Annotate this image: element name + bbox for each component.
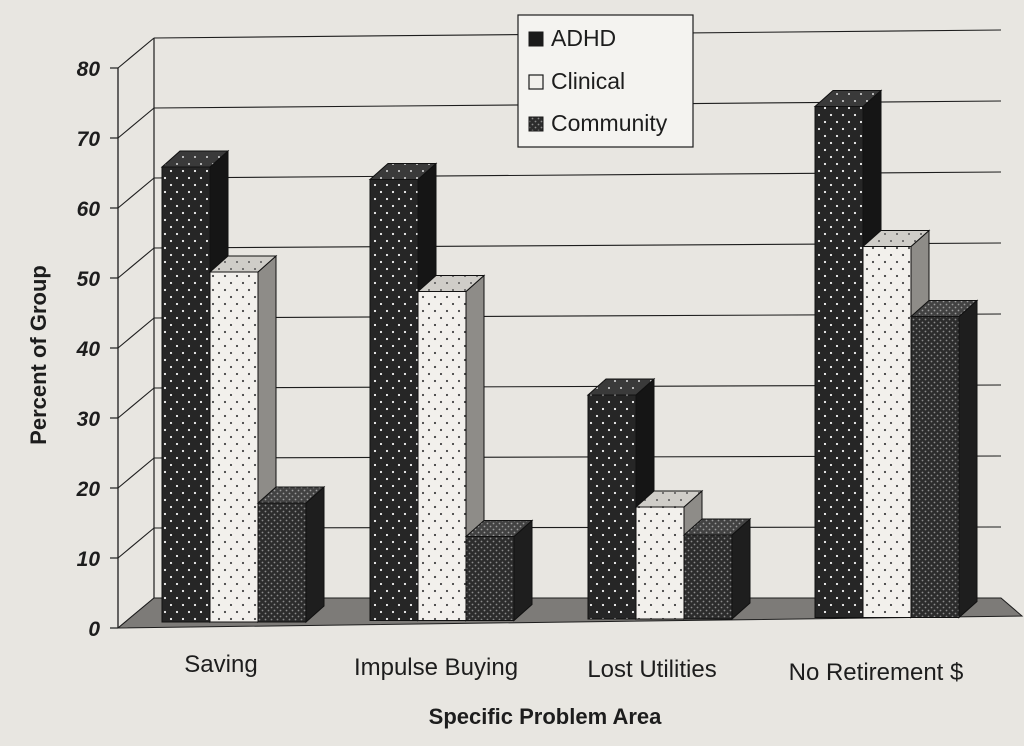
legend-swatch-community [528,116,544,132]
y-tick-label: 30 [77,408,101,431]
grid-line-side [117,527,155,559]
y-tick-label: 10 [77,548,101,571]
grid-line-side [117,457,155,489]
legend-label-clinical: Clinical [551,68,625,94]
grid-line-side [117,37,155,69]
legend-swatch-clinical [528,74,544,90]
y-tick-label: 20 [76,478,101,501]
grid-line-side [117,317,155,349]
y-axis [110,67,119,629]
y-tick-label: 0 [88,618,100,641]
floor-plane [116,597,1024,629]
x-axis-title: Specific Problem Area [429,704,662,729]
bar-community [682,517,752,621]
legend-label-adhd: ADHD [551,25,616,51]
legend-label-community: Community [551,110,668,136]
grid-line-side [117,107,155,139]
x-category-labels: Saving Impulse Buying Lost Utilities No … [184,651,963,686]
y-tick-labels: 0 10 20 30 40 50 60 70 80 [76,58,101,641]
x-category-label: Lost Utilities [587,656,716,683]
y-tick-label: 70 [77,128,101,151]
y-tick-label: 50 [77,268,101,291]
y-tick-label: 40 [76,338,101,361]
x-category-label: No Retirement $ [789,659,964,686]
x-category-label: Saving [184,651,257,678]
bar-community [464,519,534,622]
bar-community [909,299,979,619]
bar-community [256,485,326,624]
grid-line-side [117,387,155,419]
chart-floor [116,597,1024,629]
y-tick-label: 80 [77,58,101,81]
grid-line-side [117,247,155,279]
bars [160,89,979,624]
legend-box [517,14,694,148]
y-tick-label: 60 [77,198,101,221]
grid-line-side [117,177,155,209]
legend-swatch-adhd [528,31,544,47]
y-axis-title: Percent of Group [26,265,51,445]
x-category-label: Impulse Buying [354,654,518,681]
legend: ADHD Clinical Community [517,14,694,148]
bar-clinical [634,489,704,621]
